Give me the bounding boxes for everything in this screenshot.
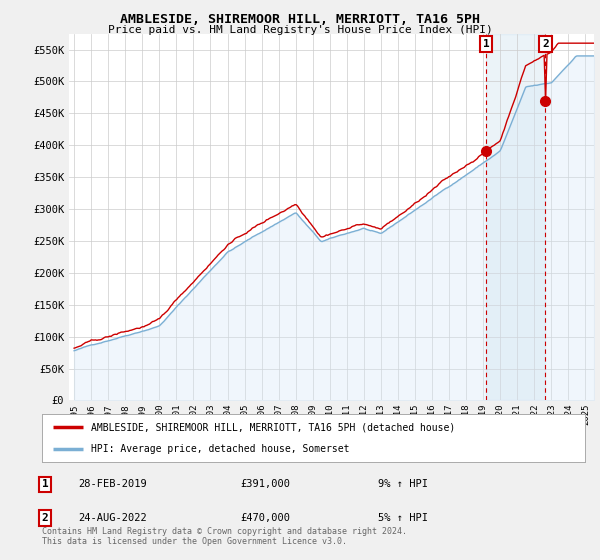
Text: Price paid vs. HM Land Registry's House Price Index (HPI): Price paid vs. HM Land Registry's House … [107,25,493,35]
Text: 1: 1 [41,479,49,489]
Text: 28-FEB-2019: 28-FEB-2019 [78,479,147,489]
Text: 1: 1 [483,39,490,49]
Text: 24-AUG-2022: 24-AUG-2022 [78,513,147,523]
Text: HPI: Average price, detached house, Somerset: HPI: Average price, detached house, Some… [91,444,349,454]
Bar [486,34,545,400]
Text: Contains HM Land Registry data © Crown copyright and database right 2024.
This d: Contains HM Land Registry data © Crown c… [42,526,407,546]
Text: 5% ↑ HPI: 5% ↑ HPI [378,513,428,523]
Text: 2: 2 [542,39,549,49]
Text: £470,000: £470,000 [240,513,290,523]
Text: 2: 2 [41,513,49,523]
Text: AMBLESIDE, SHIREMOOR HILL, MERRIOTT, TA16 5PH: AMBLESIDE, SHIREMOOR HILL, MERRIOTT, TA1… [120,13,480,26]
Text: AMBLESIDE, SHIREMOOR HILL, MERRIOTT, TA16 5PH (detached house): AMBLESIDE, SHIREMOOR HILL, MERRIOTT, TA1… [91,422,455,432]
Text: 9% ↑ HPI: 9% ↑ HPI [378,479,428,489]
Text: £391,000: £391,000 [240,479,290,489]
